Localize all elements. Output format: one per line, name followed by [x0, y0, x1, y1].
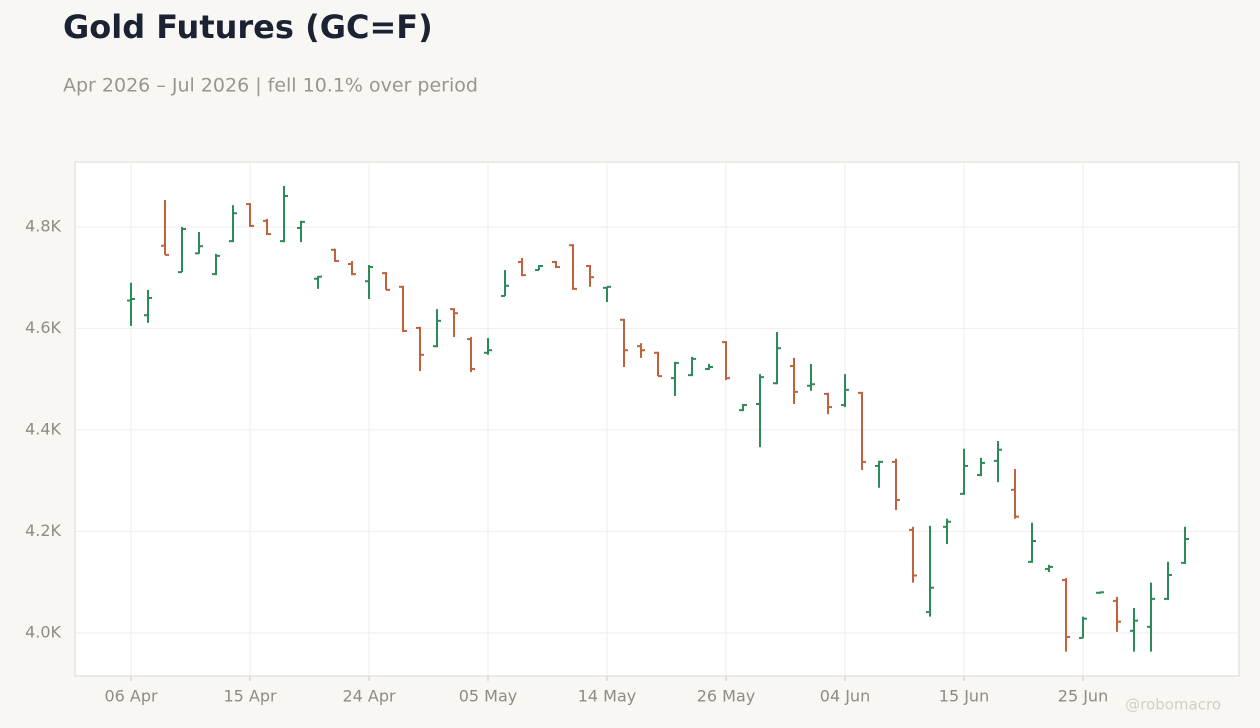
- x-tick-label: 06 Apr: [104, 687, 158, 706]
- x-tick-label: 05 May: [459, 687, 518, 706]
- y-tick-label: 4.2K: [25, 521, 61, 540]
- plot-area: [74, 161, 1240, 677]
- x-tick-label: 04 Jun: [820, 687, 870, 706]
- x-tick-label: 25 Jun: [1058, 687, 1108, 706]
- y-tick-label: 4.6K: [25, 318, 61, 337]
- x-tick-label: 15 Jun: [939, 687, 989, 706]
- y-tick-label: 4.8K: [25, 216, 61, 235]
- chart-title: Gold Futures (GC=F): [63, 8, 433, 46]
- y-tick-label: 4.4K: [25, 419, 61, 438]
- x-tick-label: 24 Apr: [342, 687, 396, 706]
- y-tick-label: 4.0K: [25, 622, 61, 641]
- chart-subtitle: Apr 2026 – Jul 2026 | fell 10.1% over pe…: [63, 75, 478, 97]
- marks: [127, 185, 1189, 652]
- x-tick-label: 15 Apr: [223, 687, 277, 706]
- x-tick-label: 14 May: [578, 687, 637, 706]
- x-tick-label: 26 May: [697, 687, 756, 706]
- grid: 4.0K 4.2K 4.4K 4.6K 4.8K 06 Apr 15 Apr 24 Apr 05…: [25, 162, 1239, 706]
- credit: @robomacro: [1125, 696, 1221, 714]
